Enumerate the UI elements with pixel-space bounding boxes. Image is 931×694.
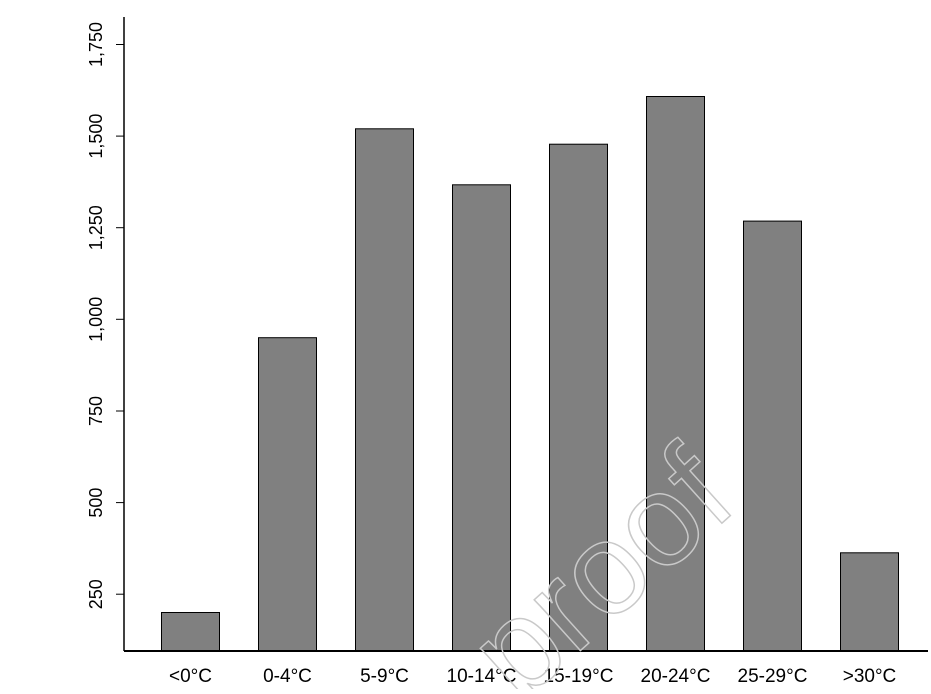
y-tick-label-3: 1,000: [86, 297, 106, 342]
y-ticks-group: 250 500 750 1,000 1,250 1,500 1,750: [86, 22, 124, 609]
y-tick-label-6: 1,750: [86, 22, 106, 67]
x-tick-label-6: 25-29°C: [738, 666, 808, 687]
x-tick-label-4: 15-19°C: [544, 666, 614, 687]
y-tick-label-4: 1,250: [86, 205, 106, 250]
y-tick-label-0: 250: [86, 579, 106, 609]
x-labels-group: <0°C 0-4°C 5-9°C 10-14°C 15-19°C 20-24°C 25-29…: [169, 666, 896, 687]
bar-7: [840, 552, 899, 652]
x-tick-label-0: <0°C: [169, 666, 212, 687]
y-tick-label-2: 750: [86, 396, 106, 426]
bars-group: [161, 96, 899, 652]
bar-4: [549, 143, 608, 652]
y-tick-label-5: 1,500: [86, 114, 106, 159]
y-tick-label-1: 500: [86, 488, 106, 518]
x-tick-label-7: >30°C: [843, 666, 897, 687]
bar-0: [161, 612, 220, 652]
bar-1: [258, 337, 317, 652]
x-tick-label-5: 20-24°C: [641, 666, 711, 687]
bar-3: [452, 184, 511, 652]
bar-5: [646, 96, 705, 652]
bar-6: [743, 220, 802, 652]
bar-2: [355, 128, 414, 652]
x-tick-label-2: 5-9°C: [360, 666, 409, 687]
x-tick-label-3: 10-14°C: [447, 666, 517, 687]
x-tick-label-1: 0-4°C: [263, 666, 312, 687]
